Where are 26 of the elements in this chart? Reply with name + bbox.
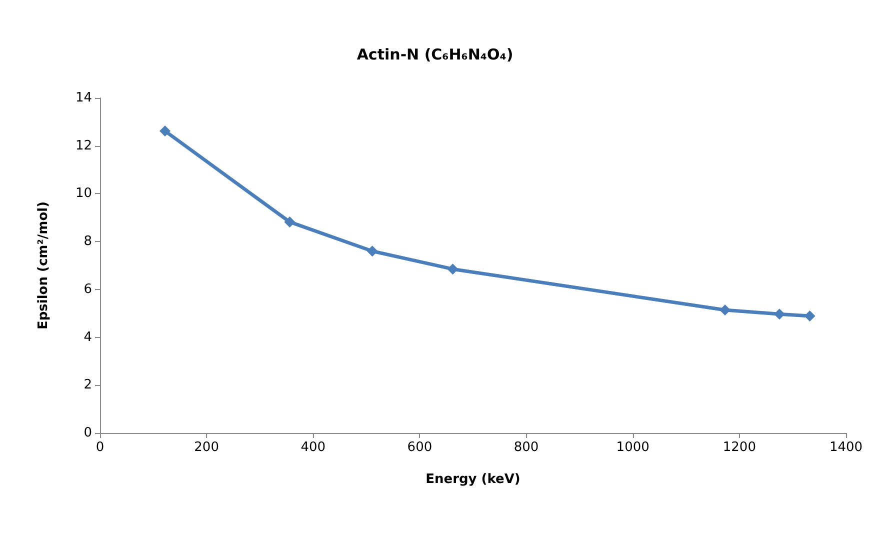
x-tick-label: 800 xyxy=(514,440,539,455)
y-tick-label: 10 xyxy=(75,186,92,202)
x-tick-label: 0 xyxy=(96,440,104,455)
y-tick-label: 4 xyxy=(84,330,92,345)
point xyxy=(720,304,731,316)
y-tick-label: 6 xyxy=(84,282,92,297)
x-tick-label: 400 xyxy=(300,440,326,455)
x-tick-label: 1000 xyxy=(616,440,650,455)
y-tick-label: 2 xyxy=(84,378,92,393)
point xyxy=(366,246,378,257)
x-tick-label: 1400 xyxy=(829,440,863,455)
y-tick-label: 0 xyxy=(84,426,92,440)
x-tick-label: 600 xyxy=(407,440,432,455)
y-tick-label: 14 xyxy=(75,90,92,106)
point xyxy=(804,310,816,322)
x-tick-label: 200 xyxy=(194,440,219,455)
chart-title: Actin-N (C₆H₆N₄O₄) xyxy=(356,46,514,64)
point xyxy=(447,264,458,275)
x-tick-label: 1200 xyxy=(722,440,756,455)
point xyxy=(774,308,785,320)
y-tick-label: 12 xyxy=(75,138,92,154)
y-tick-label: 8 xyxy=(84,234,92,250)
x-axis-title: Energy (keV) xyxy=(426,472,520,487)
y-axis-title: Epsilon (cm²/mol) xyxy=(36,201,51,330)
point xyxy=(284,216,296,228)
point xyxy=(160,126,171,137)
